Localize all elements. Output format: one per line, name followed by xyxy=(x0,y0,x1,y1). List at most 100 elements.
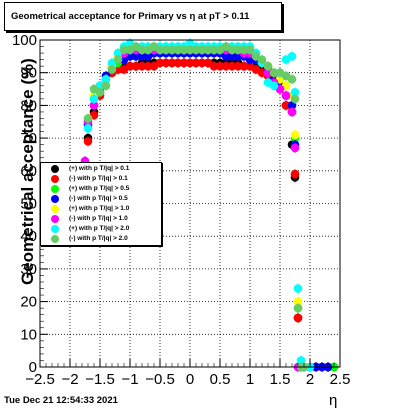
legend-item: (+) with p T/|q| > 0.5 xyxy=(41,184,161,194)
y-tick-label: 90 xyxy=(20,65,37,82)
data-point xyxy=(293,297,303,306)
series-group xyxy=(83,41,309,372)
chart-title-box: Geometrical acceptance for Primary vs η … xyxy=(4,2,282,31)
data-point xyxy=(137,52,147,61)
data-point xyxy=(227,52,237,61)
data-point xyxy=(290,169,300,179)
legend-marker-dot xyxy=(51,195,59,203)
x-tick-label: 0.5 xyxy=(210,371,231,388)
data-point xyxy=(125,61,135,71)
x-tick-label: 0 xyxy=(186,371,194,388)
y-tick-label: 60 xyxy=(20,163,37,180)
data-point xyxy=(287,52,297,61)
legend-item: (-) with p T/|q| > 2.0 xyxy=(41,234,161,244)
legend-label: (-) with p T/|q| > 2.0 xyxy=(69,235,128,242)
data-point xyxy=(143,61,153,71)
x-tick-label: 1 xyxy=(246,371,254,388)
data-point xyxy=(263,68,273,77)
data-point xyxy=(269,81,279,91)
data-point xyxy=(173,58,183,68)
legend-label: (-) with p T/|q| > 0.1 xyxy=(69,175,128,182)
data-point xyxy=(245,45,255,55)
data-point xyxy=(131,52,141,61)
data-point xyxy=(287,107,297,117)
data-point xyxy=(293,313,303,323)
y-tick-label: 80 xyxy=(20,97,37,114)
x-tick-label: 1.5 xyxy=(270,371,291,388)
data-point xyxy=(179,45,189,55)
data-point xyxy=(290,88,300,97)
data-point xyxy=(179,58,189,68)
data-point xyxy=(290,130,300,140)
legend-item: (+) with p T/|q| > 0.1 xyxy=(41,164,161,174)
legend-label: (+) with p T/|q| > 1.0 xyxy=(69,205,130,212)
data-point xyxy=(296,356,306,365)
data-point xyxy=(233,61,243,71)
data-point xyxy=(137,45,147,55)
data-point xyxy=(239,45,249,55)
data-point xyxy=(161,45,171,55)
legend-label: (+) with p T/|q| > 0.1 xyxy=(69,165,130,172)
data-point xyxy=(287,101,297,110)
data-point xyxy=(95,88,105,97)
data-point xyxy=(131,61,141,71)
data-point xyxy=(155,45,165,55)
data-point xyxy=(269,68,279,77)
data-point xyxy=(185,58,195,68)
legend-marker-dot xyxy=(51,175,59,183)
x-tick-label: −2 xyxy=(61,371,78,388)
timestamp: Tue Dec 21 12:54:33 2021 xyxy=(4,395,118,406)
y-tick-label: 20 xyxy=(20,294,37,311)
y-tick-label: 100 xyxy=(12,32,37,49)
x-axis-label: η xyxy=(329,392,338,409)
x-tick-label: −0.5 xyxy=(145,371,175,388)
legend-label: (-) with p T/|q| > 0.5 xyxy=(69,195,128,202)
data-point xyxy=(215,61,225,71)
data-point xyxy=(101,74,111,84)
legend-item: (-) with p T/|q| > 0.1 xyxy=(41,174,161,184)
data-point xyxy=(221,52,231,61)
data-point xyxy=(101,81,111,91)
legend-marker-dot xyxy=(51,225,59,233)
data-point xyxy=(281,91,291,100)
legend-item: (-) with p T/|q| > 1.0 xyxy=(41,214,161,224)
data-point xyxy=(185,45,195,55)
data-point xyxy=(263,61,273,71)
legend-label: (-) with p T/|q| > 1.0 xyxy=(69,215,128,222)
legend-item: (-) with p T/|q| > 0.5 xyxy=(41,194,161,204)
legend-marker-dot xyxy=(51,165,59,173)
legend: (+) with p T/|q| > 0.1 (-) with p T/|q| … xyxy=(40,162,162,246)
data-point xyxy=(287,74,297,84)
data-point xyxy=(221,61,231,71)
data-point xyxy=(209,45,219,55)
data-point xyxy=(233,45,243,55)
legend-item: (+) with p T/|q| > 2.0 xyxy=(41,224,161,234)
data-point xyxy=(191,45,201,55)
data-point xyxy=(197,45,207,55)
y-tick-label: 50 xyxy=(20,196,37,213)
data-point xyxy=(83,123,93,133)
legend-marker-dot xyxy=(51,215,59,223)
y-tick-label: 30 xyxy=(20,261,37,278)
data-point xyxy=(119,45,129,55)
y-tick-label: 40 xyxy=(20,228,37,245)
data-point xyxy=(167,45,177,55)
data-point xyxy=(293,303,303,313)
y-tick-label: 70 xyxy=(20,130,37,147)
legend-item: (+) with p T/|q| > 1.0 xyxy=(41,204,161,214)
data-point xyxy=(257,55,267,64)
data-point xyxy=(89,101,99,110)
data-point xyxy=(161,58,171,68)
data-point xyxy=(107,65,117,74)
y-tick-label: 10 xyxy=(20,326,37,343)
data-point xyxy=(83,137,93,146)
legend-marker-dot xyxy=(51,185,59,193)
data-point xyxy=(203,45,213,55)
x-tick-label: 2 xyxy=(306,371,314,388)
legend-marker-dot xyxy=(51,205,59,213)
x-tick-label: −1.5 xyxy=(85,371,115,388)
legend-label: (+) with p T/|q| > 2.0 xyxy=(69,225,130,232)
data-point xyxy=(290,143,300,153)
legend-label: (+) with p T/|q| > 0.5 xyxy=(69,185,130,192)
